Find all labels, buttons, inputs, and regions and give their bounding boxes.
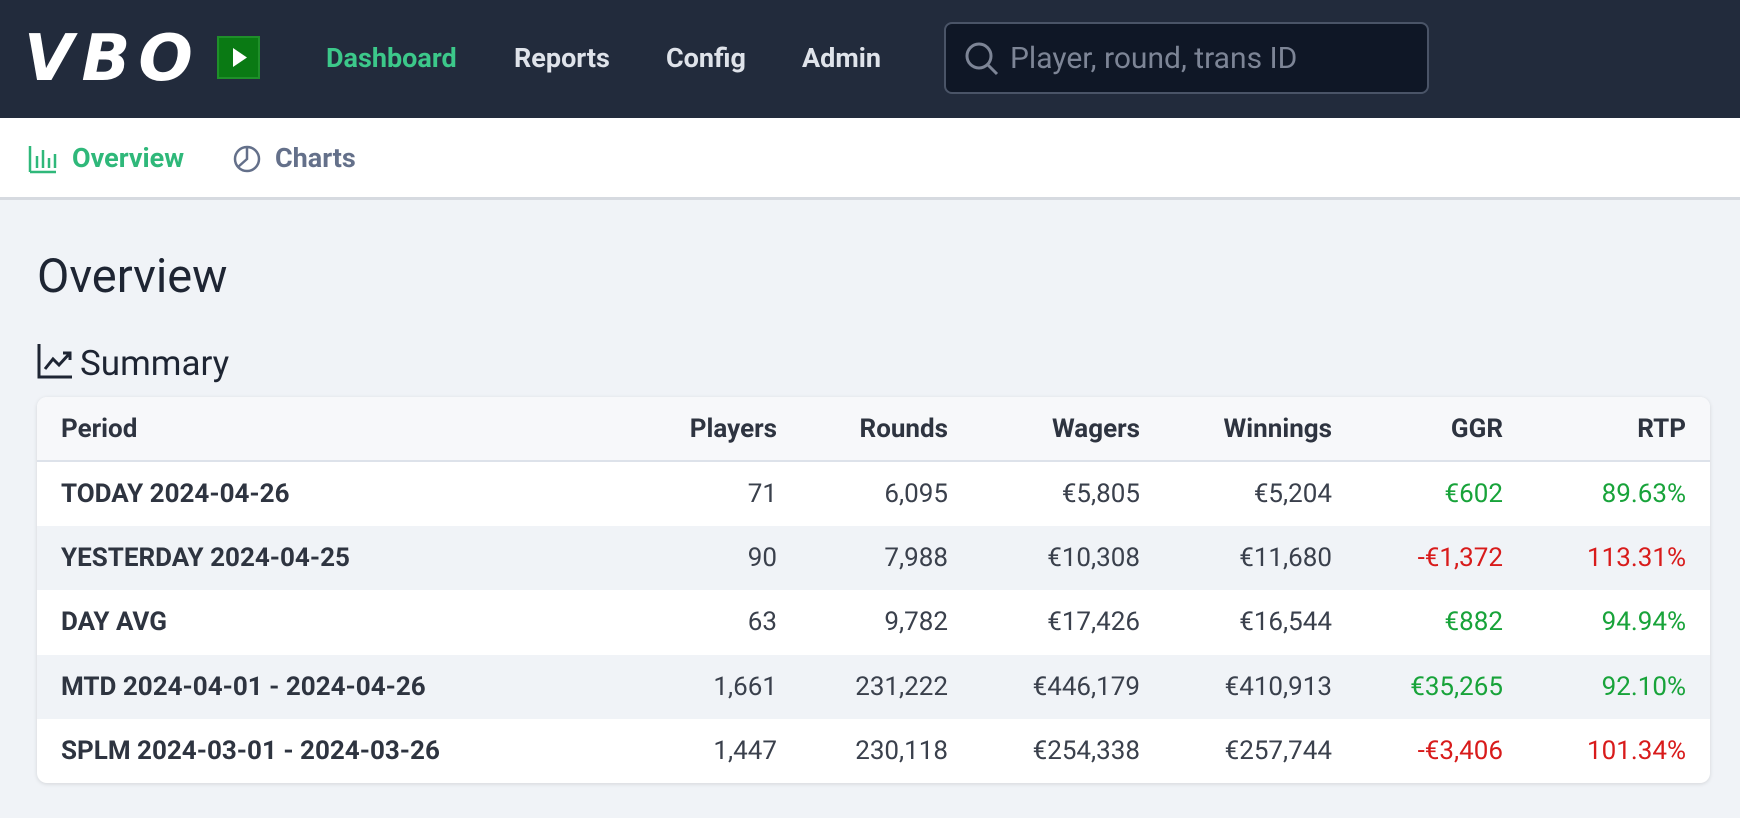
- table-cell: 9,782: [884, 607, 948, 638]
- table-cell: €446,179: [1032, 671, 1140, 702]
- table-cell: €10,308: [1047, 543, 1140, 574]
- table-cell: 89.63%: [1601, 479, 1686, 509]
- table-cell: -€3,406: [1417, 735, 1503, 766]
- column-header: Period: [61, 414, 138, 444]
- logo[interactable]: VBO: [24, 22, 201, 96]
- table-cell: €254,338: [1032, 735, 1140, 766]
- table-cell: 230,118: [855, 735, 948, 766]
- table-cell: €5,805: [1061, 479, 1140, 509]
- table-cell: €410,913: [1224, 671, 1332, 702]
- table-row: DAY AVG 63 9,782 €17,426 €16,544 €882 94.94%: [37, 590, 1710, 654]
- table-cell: TODAY 2024-04-26: [61, 479, 290, 509]
- table-cell: €16,544: [1239, 607, 1332, 638]
- table-cell: DAY AVG: [61, 607, 167, 638]
- table-cell: 71: [747, 479, 777, 509]
- table-row: TODAY 2024-04-26 71 6,095 €5,805 €5,204 €602 8…: [37, 462, 1710, 526]
- table-cell: 92.10%: [1601, 671, 1686, 702]
- table-cell: €882: [1444, 607, 1503, 638]
- header-row: Period Players Rounds Wagers Winnings GGR RTP: [37, 397, 1710, 462]
- column-header: Rounds: [859, 414, 948, 444]
- table-cell: 1,661: [713, 671, 777, 702]
- table-cell: 94.94%: [1601, 607, 1686, 638]
- table-row: SPLM 2024-03-01 - 2024-03-26 1,447 230,118…: [37, 719, 1710, 783]
- play-icon: [233, 48, 247, 67]
- search-box[interactable]: Player, round, trans ID: [944, 22, 1429, 94]
- sub-nav: Overview Charts: [0, 118, 1740, 200]
- column-header: Winnings: [1223, 414, 1332, 444]
- table-cell: €5,204: [1253, 479, 1332, 509]
- table-row: MTD 2024-04-01 - 2024-04-26 1,661 231,222 €…: [37, 654, 1710, 719]
- search-icon: [965, 42, 999, 76]
- table-cell: MTD 2024-04-01 - 2024-04-26: [61, 671, 426, 702]
- table-cell: -€1,372: [1417, 543, 1503, 574]
- nav-link[interactable]: Dashboard: [326, 42, 457, 74]
- pie-icon: [233, 145, 261, 173]
- table-cell: SPLM 2024-03-01 - 2024-03-26: [61, 735, 440, 766]
- search-placeholder: Player, round, trans ID: [1010, 41, 1298, 76]
- top-bar: VBO Dashboard Reports Config Admin Playe…: [0, 0, 1740, 118]
- table-cell: 7,988: [884, 543, 948, 574]
- column-header: Wagers: [1051, 414, 1140, 444]
- nav-link[interactable]: Reports: [514, 42, 610, 74]
- bar-icon: [28, 146, 57, 174]
- page-title: Overview: [37, 249, 228, 304]
- summary-table: Period Players Rounds Wagers Winnings GGR RTP T…: [37, 397, 1710, 783]
- table-row: YESTERDAY 2024-04-25 90 7,988 €10,308 €11,68…: [37, 526, 1710, 591]
- column-header: Players: [689, 414, 777, 444]
- table-cell: €35,265: [1410, 671, 1503, 702]
- table-cell: YESTERDAY 2024-04-25: [61, 543, 350, 574]
- table-cell: 113.31%: [1587, 543, 1686, 574]
- column-header: GGR: [1450, 414, 1503, 444]
- table-cell: 101.34%: [1587, 735, 1686, 766]
- table-cell: €257,744: [1224, 735, 1332, 766]
- table-cell: 231,222: [855, 671, 948, 702]
- column-header: RTP: [1637, 414, 1686, 444]
- table-cell: 6,095: [884, 479, 948, 509]
- section-title: Summary: [80, 343, 230, 384]
- table-cell: €602: [1444, 479, 1503, 509]
- logo-icon: [217, 36, 260, 79]
- table-cell: 90: [747, 543, 777, 574]
- table-cell: 63: [747, 607, 777, 638]
- table-cell: 1,447: [713, 735, 777, 766]
- tab[interactable]: Charts: [275, 142, 356, 174]
- tab[interactable]: Overview: [72, 142, 185, 174]
- table-cell: €11,680: [1239, 543, 1332, 574]
- nav-link[interactable]: Admin: [802, 42, 882, 74]
- trend-icon: [37, 344, 72, 379]
- table-cell: €17,426: [1047, 607, 1140, 638]
- nav-link[interactable]: Config: [666, 42, 746, 74]
